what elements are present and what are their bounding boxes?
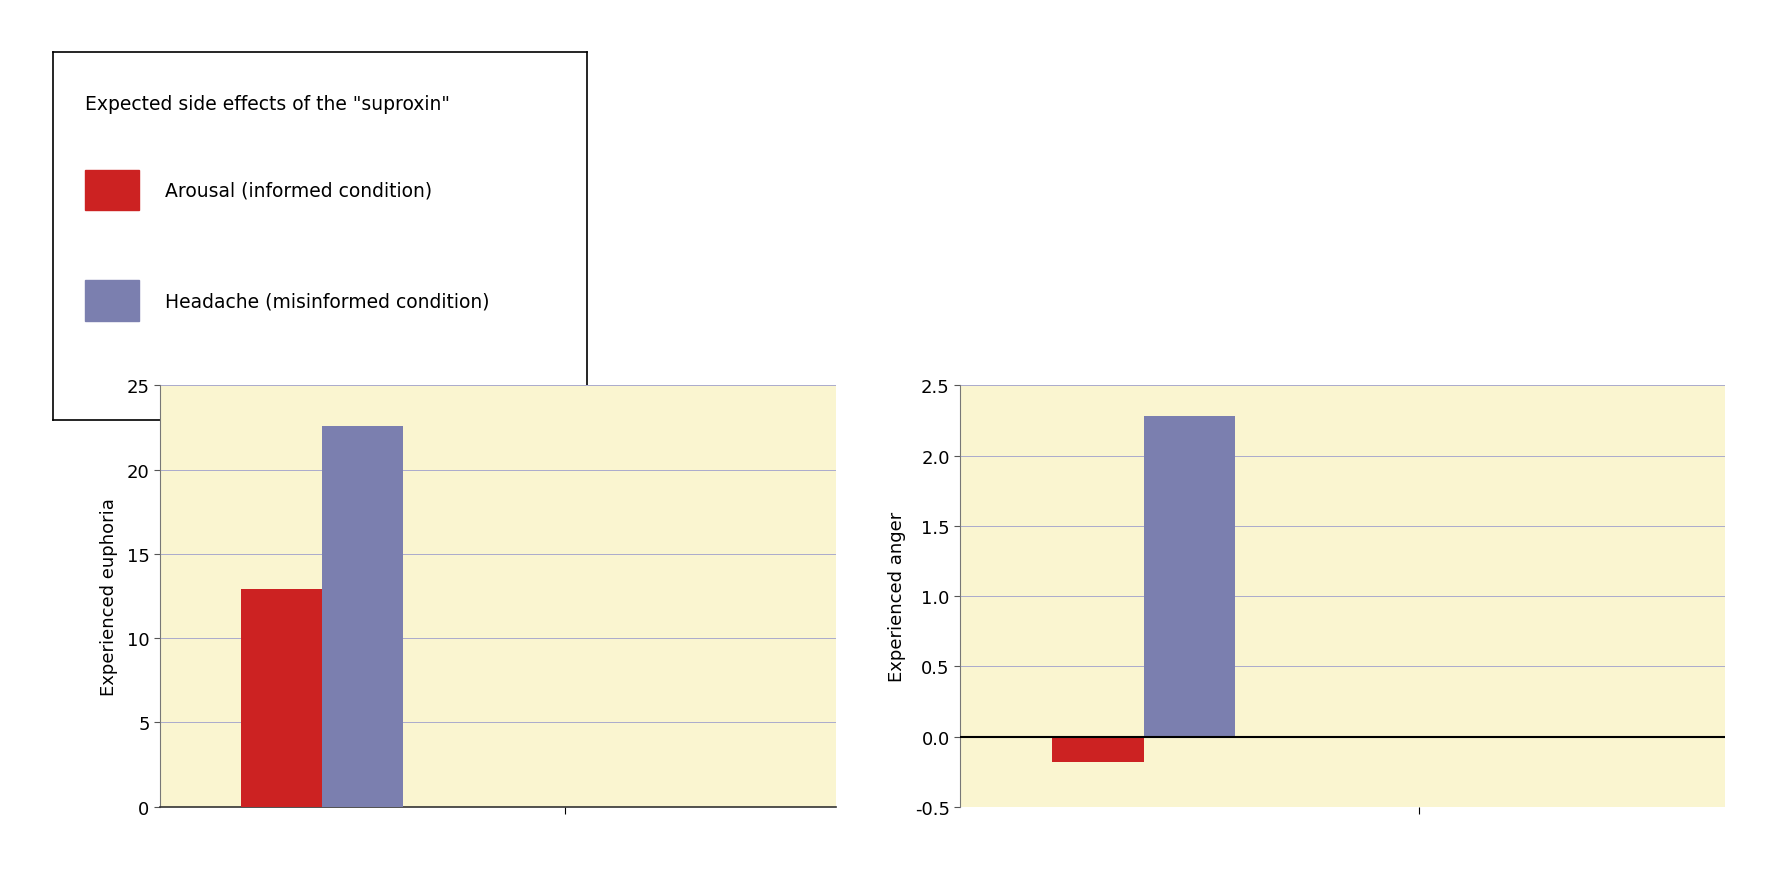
Y-axis label: Experienced euphoria: Experienced euphoria xyxy=(100,497,119,695)
Text: Expected side effects of the "suproxin": Expected side effects of the "suproxin" xyxy=(85,95,450,114)
Bar xyxy=(1053,737,1143,762)
FancyBboxPatch shape xyxy=(85,170,139,211)
Bar xyxy=(242,589,322,807)
Bar xyxy=(1143,417,1236,737)
FancyBboxPatch shape xyxy=(85,281,139,322)
Text: Headache (misinformed condition): Headache (misinformed condition) xyxy=(165,292,491,310)
Text: Arousal (informed condition): Arousal (informed condition) xyxy=(165,182,432,200)
Y-axis label: Experienced anger: Experienced anger xyxy=(889,511,907,681)
Bar xyxy=(322,426,404,807)
